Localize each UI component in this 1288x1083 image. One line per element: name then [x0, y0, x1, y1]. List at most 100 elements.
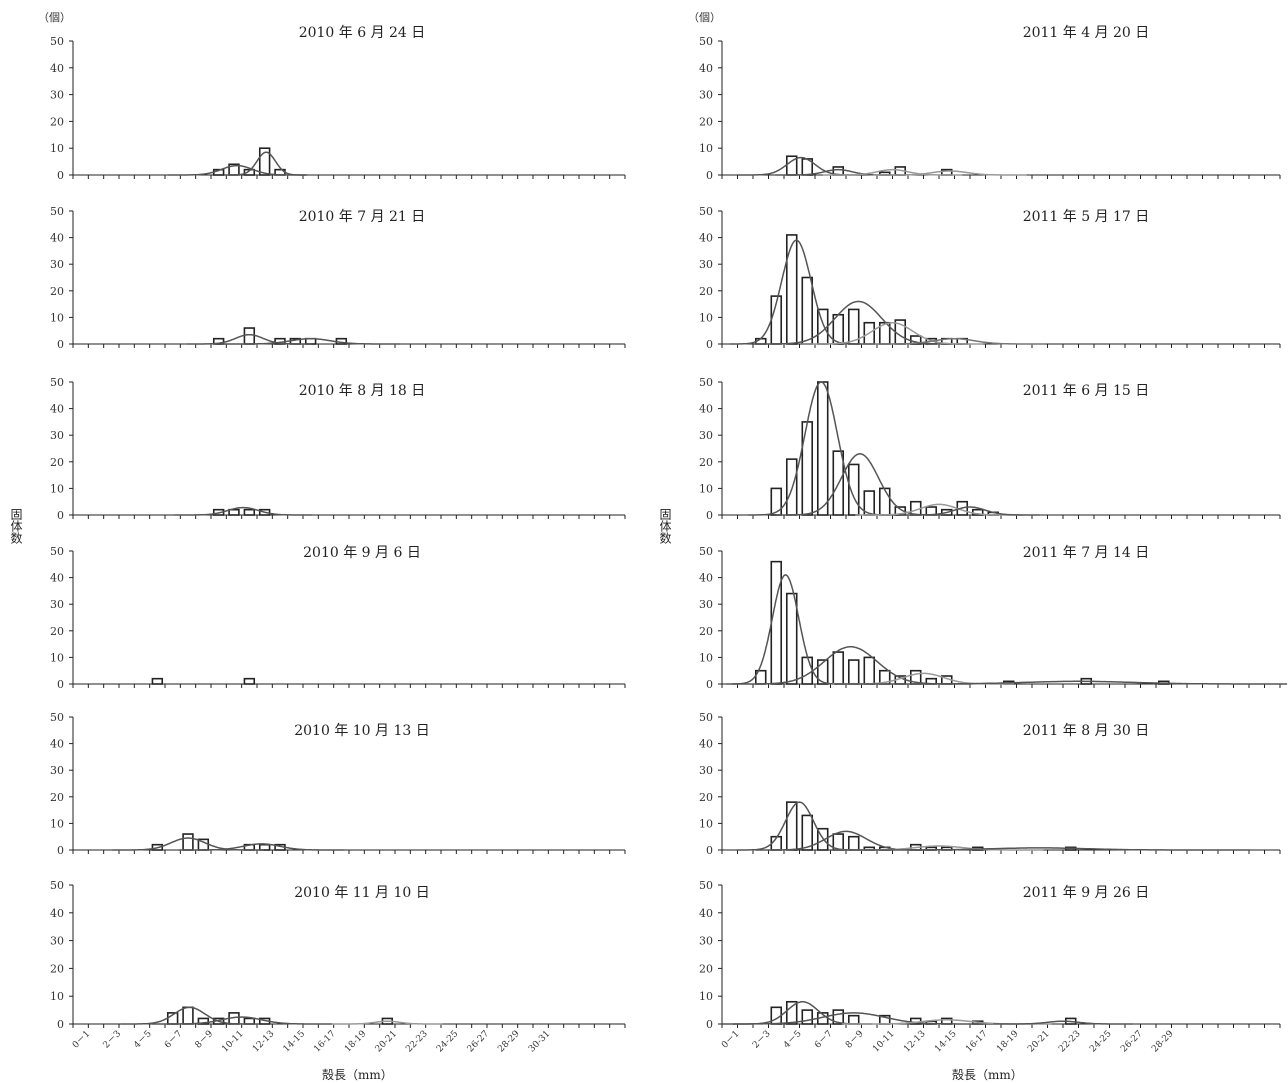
- y-tick-label: 0: [706, 338, 713, 351]
- histogram-bar: [785, 1000, 798, 1025]
- y-tick-label: 30: [699, 429, 713, 442]
- y-tick-label: 50: [50, 376, 64, 389]
- histogram-bar: [182, 833, 194, 851]
- y-tick-label: 0: [57, 169, 64, 182]
- x-category-label: 22-23: [1057, 1029, 1083, 1055]
- histogram-bar: [151, 677, 164, 685]
- x-category-label: 12-13: [902, 1029, 928, 1055]
- fitted-curve: [993, 1020, 1133, 1025]
- y-tick-label: 30: [50, 429, 64, 442]
- x-category-label: 14-15: [933, 1029, 959, 1055]
- y-tick-label: 0: [706, 169, 713, 182]
- histogram-bar: [770, 487, 783, 516]
- y-tick-label: 20: [699, 625, 713, 638]
- y-tick-label: 20: [50, 456, 64, 469]
- y-tick-label: 50: [699, 376, 713, 389]
- y-tick-label: 30: [699, 89, 713, 102]
- chart-title: 2010 年 10 月 13 日: [294, 723, 430, 739]
- x-category-label: 8－9: [194, 1029, 216, 1051]
- fitted-curve: [112, 837, 264, 851]
- histogram-bar: [847, 463, 860, 516]
- x-category-label: 6－7: [813, 1029, 835, 1051]
- y-unit-label-right: （個）: [688, 11, 721, 24]
- fitted-curve: [174, 506, 313, 516]
- fitted-curve: [221, 337, 401, 345]
- chart-panel: 0 10 20 30 40 50 2010 年 9 月 6 日: [50, 545, 626, 691]
- fitted-curve: [801, 321, 984, 345]
- chart-title: 2011 年 4 月 20 日: [1023, 25, 1150, 41]
- y-tick-label: 30: [699, 935, 713, 948]
- y-tick-label: 10: [699, 142, 713, 155]
- chart-title: 2010 年 11 月 10 日: [294, 885, 430, 901]
- y-axis-title-left: 固体数: [9, 508, 23, 545]
- fitted-curve: [748, 381, 895, 516]
- histogram-bar: [816, 381, 829, 516]
- y-tick-label: 10: [50, 651, 64, 664]
- x-category-label: 28-29: [496, 1029, 522, 1055]
- fitted-curve: [834, 680, 1288, 685]
- histogram-bar: [847, 659, 860, 685]
- fitted-curve: [863, 337, 1046, 345]
- histogram-bar: [243, 327, 256, 345]
- x-category-label: 2－3: [751, 1029, 773, 1051]
- y-tick-label: 50: [699, 879, 713, 892]
- x-category-label: 10-11: [220, 1029, 245, 1054]
- x-axis-title-right: 殻長（mm）: [952, 1068, 1023, 1082]
- fitted-curve: [738, 156, 864, 176]
- y-tick-label: 40: [699, 907, 713, 920]
- chart-panel: 0 10 20 30 40 50 2010 年 11 月 10 日: [50, 879, 626, 1031]
- fitted-curve: [187, 333, 312, 345]
- fitted-curve: [726, 574, 845, 685]
- y-tick-label: 50: [50, 205, 64, 218]
- y-tick-label: 40: [50, 62, 64, 75]
- histogram-bar: [785, 234, 798, 345]
- histogram-bar: [258, 147, 271, 176]
- chart-title: 2011 年 8 月 30 日: [1023, 723, 1150, 739]
- fitted-curve: [178, 843, 345, 851]
- histogram-bar: [258, 843, 271, 851]
- y-axis-title-right: 固体数: [658, 508, 672, 545]
- y-tick-label: 10: [50, 990, 64, 1003]
- y-tick-label: 10: [699, 311, 713, 324]
- x-category-label: 26-27: [1119, 1029, 1145, 1055]
- y-tick-label: 30: [50, 89, 64, 102]
- x-category-label: 20-21: [1026, 1029, 1051, 1054]
- histogram-bar: [894, 506, 907, 516]
- y-tick-label: 20: [50, 625, 64, 638]
- y-tick-label: 20: [699, 285, 713, 298]
- histogram-bar: [243, 1017, 256, 1025]
- fitted-curve: [224, 151, 308, 176]
- fitted-curve: [723, 1012, 994, 1025]
- histogram-bar: [243, 677, 256, 685]
- chart-title: 2010 年 6 月 24 日: [299, 25, 426, 41]
- y-tick-label: 10: [50, 142, 64, 155]
- y-tick-label: 50: [699, 35, 713, 48]
- y-tick-label: 50: [50, 711, 64, 724]
- x-category-label: 30-31: [527, 1029, 552, 1054]
- y-tick-label: 10: [50, 311, 64, 324]
- fitted-curve: [753, 300, 963, 345]
- histogram-bar: [197, 1017, 210, 1025]
- y-tick-label: 0: [57, 678, 64, 691]
- chart-panel: 0 10 20 30 40 50 2010 年 6 月 24 日: [50, 25, 626, 182]
- y-tick-label: 10: [699, 651, 713, 664]
- chart-title: 2011 年 6 月 15 日: [1023, 383, 1150, 399]
- chart-panel: 0 10 20 30 40 50 2010 年 10 月 13 日: [50, 711, 626, 857]
- chart-title: 2010 年 8 月 18 日: [299, 383, 426, 399]
- x-category-label: 10-11: [871, 1029, 896, 1054]
- y-tick-label: 50: [699, 205, 713, 218]
- y-tick-label: 30: [699, 598, 713, 611]
- y-tick-label: 10: [699, 817, 713, 830]
- chart-panel: 0 10 20 30 40 50 2011 年 6 月 15 日: [699, 376, 1281, 522]
- chart-panel: 0 10 20 30 40 50 2011 年 4 月 20 日: [699, 25, 1281, 182]
- x-category-label: 8－9: [844, 1029, 866, 1051]
- x-category-label: 22-23: [404, 1029, 430, 1055]
- x-category-label: 12-13: [251, 1029, 277, 1055]
- fitted-curve: [900, 506, 1040, 516]
- fitted-curve: [755, 830, 937, 851]
- y-tick-label: 30: [50, 935, 64, 948]
- y-tick-label: 0: [57, 338, 64, 351]
- y-tick-label: 30: [699, 764, 713, 777]
- y-tick-label: 0: [57, 509, 64, 522]
